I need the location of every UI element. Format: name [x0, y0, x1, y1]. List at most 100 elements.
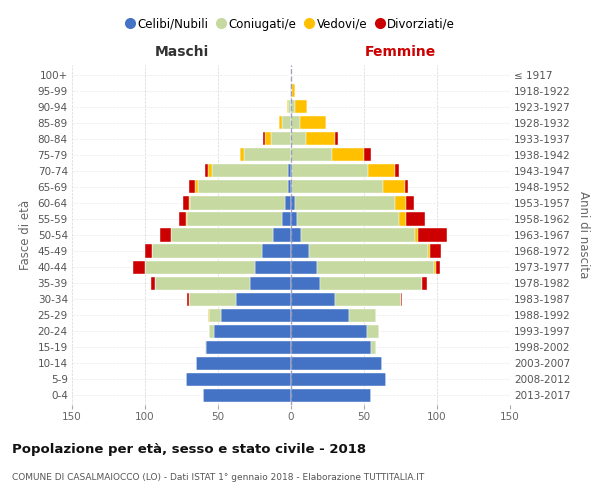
Bar [291, 228, 301, 241]
Bar [160, 228, 171, 241]
Bar [291, 356, 382, 370]
Bar [430, 244, 442, 258]
Bar [395, 164, 399, 177]
Bar [292, 180, 383, 194]
Bar [434, 260, 436, 274]
Bar [291, 389, 371, 402]
Bar [395, 196, 406, 209]
Bar [291, 196, 295, 209]
Bar [415, 228, 418, 241]
Bar [221, 308, 291, 322]
Bar [187, 212, 282, 226]
Text: Popolazione per età, sesso e stato civile - 2018: Popolazione per età, sesso e stato civil… [12, 442, 366, 456]
Bar [349, 308, 376, 322]
Legend: Celibi/Nubili, Coniugati/e, Vedovi/e, Divorziati/e: Celibi/Nubili, Coniugati/e, Vedovi/e, Di… [122, 13, 460, 36]
Bar [133, 260, 145, 274]
Bar [291, 84, 292, 97]
Bar [295, 196, 395, 209]
Text: COMUNE DI CASALMAIOCCO (LO) - Dati ISTAT 1° gennaio 2018 - Elaborazione TUTTITAL: COMUNE DI CASALMAIOCCO (LO) - Dati ISTAT… [12, 472, 424, 482]
Bar [291, 116, 300, 130]
Bar [271, 132, 291, 145]
Bar [209, 324, 214, 338]
Bar [418, 228, 447, 241]
Bar [206, 340, 291, 354]
Bar [297, 212, 399, 226]
Bar [196, 356, 291, 370]
Bar [317, 260, 434, 274]
Bar [428, 244, 430, 258]
Bar [291, 100, 295, 114]
Bar [145, 244, 152, 258]
Bar [189, 180, 194, 194]
Bar [151, 276, 155, 289]
Bar [332, 148, 364, 162]
Bar [155, 276, 250, 289]
Bar [262, 244, 291, 258]
Text: Femmine: Femmine [365, 46, 436, 60]
Bar [282, 116, 291, 130]
Bar [320, 276, 422, 289]
Bar [300, 116, 326, 130]
Bar [406, 212, 425, 226]
Bar [291, 292, 335, 306]
Bar [183, 196, 189, 209]
Bar [291, 132, 305, 145]
Bar [295, 100, 307, 114]
Bar [212, 164, 288, 177]
Bar [205, 340, 206, 354]
Bar [291, 260, 317, 274]
Bar [194, 180, 197, 194]
Bar [405, 180, 408, 194]
Bar [236, 292, 291, 306]
Bar [406, 196, 413, 209]
Bar [190, 196, 285, 209]
Bar [263, 132, 265, 145]
Bar [280, 116, 282, 130]
Bar [422, 276, 427, 289]
Bar [214, 324, 291, 338]
Bar [290, 84, 291, 97]
Bar [288, 100, 291, 114]
Bar [371, 340, 376, 354]
Bar [186, 212, 187, 226]
Bar [186, 373, 291, 386]
Bar [274, 228, 291, 241]
Bar [171, 228, 274, 241]
Bar [335, 292, 401, 306]
Bar [291, 180, 292, 194]
Bar [189, 292, 236, 306]
Bar [189, 196, 190, 209]
Bar [240, 148, 244, 162]
Bar [187, 292, 189, 306]
Bar [399, 212, 406, 226]
Y-axis label: Fasce di età: Fasce di età [19, 200, 32, 270]
Bar [383, 180, 405, 194]
Bar [285, 196, 291, 209]
Bar [282, 212, 291, 226]
Bar [305, 132, 335, 145]
Bar [208, 308, 209, 322]
Bar [288, 180, 291, 194]
Bar [401, 292, 402, 306]
Bar [292, 164, 368, 177]
Bar [335, 132, 338, 145]
Bar [179, 212, 186, 226]
Bar [291, 373, 386, 386]
Bar [291, 276, 320, 289]
Bar [288, 164, 291, 177]
Bar [244, 148, 291, 162]
Bar [308, 244, 428, 258]
Bar [152, 244, 262, 258]
Bar [208, 164, 212, 177]
Bar [265, 132, 271, 145]
Bar [291, 212, 297, 226]
Bar [368, 164, 395, 177]
Bar [209, 308, 221, 322]
Bar [291, 324, 367, 338]
Bar [436, 260, 440, 274]
Bar [250, 276, 291, 289]
Bar [291, 148, 332, 162]
Text: Maschi: Maschi [154, 46, 209, 60]
Bar [291, 244, 308, 258]
Bar [287, 100, 288, 114]
